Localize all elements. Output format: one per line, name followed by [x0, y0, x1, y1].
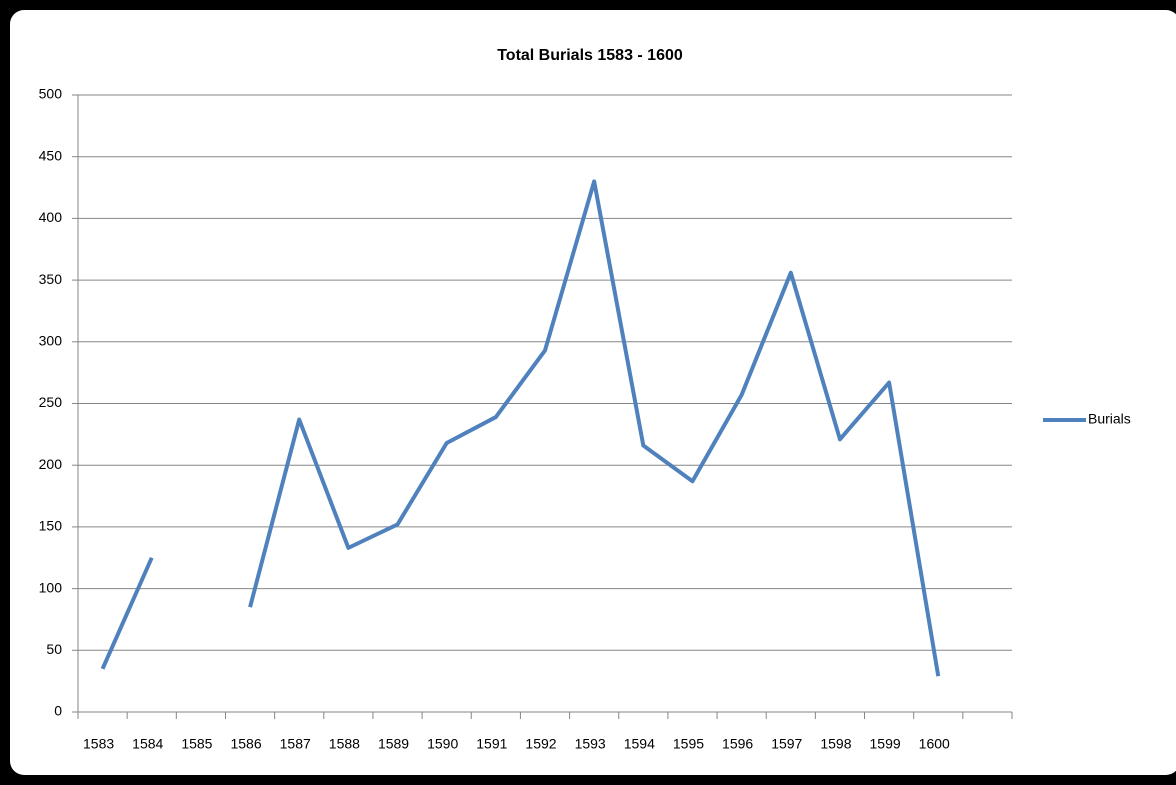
- x-tick-label: 1588: [329, 736, 360, 752]
- x-tick-label: 1584: [132, 736, 163, 752]
- y-tick-label: 500: [39, 86, 63, 102]
- y-tick-label: 450: [39, 147, 63, 163]
- legend-label: Burials: [1088, 411, 1131, 427]
- x-tick-label: 1589: [378, 736, 409, 752]
- y-tick-label: 150: [39, 518, 63, 534]
- y-tick-label: 50: [46, 641, 62, 657]
- y-tick-label: 0: [54, 703, 62, 719]
- y-tick-label: 400: [39, 209, 63, 225]
- x-tick-label: 1587: [280, 736, 311, 752]
- y-tick-label: 250: [39, 394, 63, 410]
- x-tick-label: 1591: [476, 736, 507, 752]
- x-tick-label: 1598: [820, 736, 851, 752]
- y-tick-label: 200: [39, 456, 63, 472]
- chart-area: [10, 10, 1176, 775]
- x-tick-label: 1594: [624, 736, 655, 752]
- x-tick-label: 1595: [673, 736, 704, 752]
- chart-title: Total Burials 1583 - 1600: [497, 47, 683, 64]
- data-line: [100, 179, 941, 677]
- x-tick-label: 1599: [870, 736, 901, 752]
- y-tick-label: 300: [39, 333, 63, 349]
- y-tick-label: 350: [39, 271, 63, 287]
- x-tick-label: 1585: [181, 736, 212, 752]
- x-tick-label: 1590: [427, 736, 458, 752]
- x-tick-label: 1597: [771, 736, 802, 752]
- y-tick-label: 100: [39, 579, 63, 595]
- x-tick-label: 1600: [919, 736, 950, 752]
- x-tick-label: 1586: [230, 736, 261, 752]
- x-tick-label: 1583: [83, 736, 114, 752]
- x-tick-label: 1593: [575, 736, 606, 752]
- x-tick-label: 1592: [525, 736, 556, 752]
- x-tick-label: 1596: [722, 736, 753, 752]
